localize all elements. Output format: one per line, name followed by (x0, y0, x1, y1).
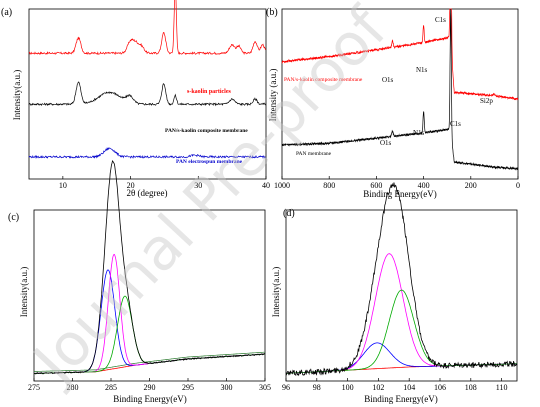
panel-b-frame (281, 8, 519, 180)
panel-d-frame (285, 209, 518, 382)
panel-label-d: (d) (283, 208, 295, 219)
watermark: Journal Pre-proof (18, 0, 400, 397)
panel-b-series-label-pan: PAN membrane (296, 151, 332, 157)
panel-c-ylabel: Intensity(a.u.) (19, 267, 29, 317)
panel-b-xtick-label: 1000 (274, 181, 290, 190)
panel-a-series-label-pan: PAN electrospun membrane (176, 159, 243, 165)
panel-b-annotation-o1s-bottom: O1s (380, 139, 392, 147)
panel-a-xlabel: 2θ (degree) (126, 188, 167, 198)
panel-d-xtick-label: 110 (496, 383, 508, 392)
panel-a-series-label-composite: PAN/s-kaolin composite membrane (165, 128, 248, 134)
panel-c-xtick-label: 280 (67, 383, 79, 392)
panel-c-xlabel: Binding Energy(eV) (113, 394, 187, 404)
panel-c-background-line-2 (33, 351, 266, 372)
panel-b-annotation-c1s-bottom: C1s (450, 120, 461, 128)
panel-d-xtick-label: 104 (403, 383, 415, 392)
panel-d-ylabel: Intensity(a.u.) (271, 267, 281, 317)
panel-b-annotation-n1s-bottom: N1s (413, 129, 425, 137)
panel-b-xlabel: Binding Energy(eV) (363, 189, 437, 199)
panel-a-series-line-1 (28, 81, 267, 107)
panel-b-series-line-0 (281, 8, 519, 101)
panel-b-annotation-si2p: Si2p (480, 97, 493, 105)
panel-label-b: (b) (266, 7, 278, 18)
panel-b-series-label-composite: PAN/s-kaolin composite membrane (284, 77, 363, 83)
panel-c-envelope-line (33, 159, 266, 375)
panel-a-ylabel: Intensity(a.u.) (12, 70, 22, 120)
panel-a-frame (28, 8, 267, 180)
panel-b-xtick-label: 600 (370, 181, 382, 190)
panel-a-xtick-label: 30 (194, 181, 202, 190)
panel-label-a: (a) (1, 7, 12, 18)
panel-d-xlabel: Binding Energy(eV) (364, 394, 438, 404)
panel-d-xtick-label: 100 (342, 383, 354, 392)
panel-a-xtick-label: 20 (127, 181, 135, 190)
plot-layer: 10 20 30 40 1000 800 600 400 200 0 275 280 285 290 295… (28, 0, 520, 392)
panel-c-xtick-label: 295 (182, 383, 194, 392)
panel-d-xtick-label: 108 (465, 383, 477, 392)
panel-c-xtick-label: 275 (28, 383, 40, 392)
panel-b-series-line-1 (281, 8, 519, 171)
panel-b-annotation-o1s-top: O1s (382, 76, 394, 84)
panel-b-annotation-c1s-top: C1s (435, 16, 446, 24)
panel-b-ylabel: Intensity (a.u.) (268, 69, 278, 122)
panel-d-xtick-label: 96 (282, 383, 290, 392)
panel-b-xtick-label: 400 (418, 181, 430, 190)
panel-c-xtick-label: 290 (144, 383, 156, 392)
panel-a-series-line-0 (28, 0, 267, 56)
panel-d-component-peak-1 (286, 253, 517, 374)
panel-d-component-peak-2 (286, 289, 517, 374)
panel-b-xtick-label: 0 (516, 181, 520, 190)
panel-c-xtick-label: 285 (105, 383, 117, 392)
panel-d-xtick-label: 98 (313, 383, 321, 392)
panel-label-c: (c) (8, 212, 19, 223)
panel-c-xtick-label: 300 (221, 383, 233, 392)
panel-a-series-line-2 (28, 146, 266, 159)
panel-b-xtick-label: 200 (465, 181, 477, 190)
panel-a-series-label-skaolin: s-kaolin particles (187, 89, 231, 95)
watermark-text: Journal Pre-proof (18, 0, 400, 397)
panel-d-xtick-label: 106 (434, 383, 446, 392)
panel-b-annotation-n1s-top: N1s (416, 66, 428, 74)
panel-a-xtick-label: 10 (59, 181, 67, 190)
panel-b-xtick-label: 800 (323, 181, 335, 190)
panel-d-component-peak-0 (286, 342, 517, 374)
panel-a-xtick-label: 40 (262, 181, 270, 190)
panel-d-envelope-line (285, 182, 518, 377)
panel-c-xtick-label: 305 (259, 383, 271, 392)
panel-d-xtick-label: 102 (372, 383, 384, 392)
